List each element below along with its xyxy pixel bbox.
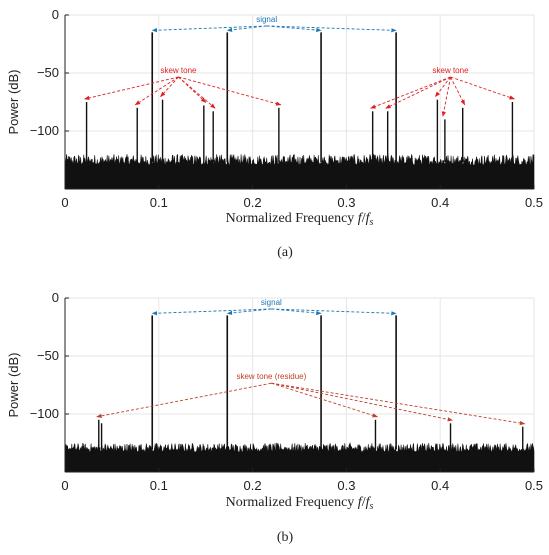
annotation-arrow <box>160 76 179 98</box>
annotation-arrow <box>151 25 267 33</box>
x-tick-label: 0.5 <box>525 195 543 210</box>
noise-floor <box>64 153 535 190</box>
annotation-arrow <box>385 76 451 109</box>
x-tick-label: 0.2 <box>244 478 262 493</box>
x-tick-label: 0.3 <box>337 478 355 493</box>
x-axis-label-slash: / <box>362 211 366 226</box>
annotation-arrow <box>178 76 282 106</box>
annotation-arrow <box>271 308 397 316</box>
x-axis-label-text: Normalized Frequency <box>226 211 358 226</box>
y-tick-label: 0 <box>52 7 59 22</box>
tick-labels: 0 0.1 0.2 0.3 0.4 0.5 0 −50 −100 <box>30 290 543 493</box>
x-axis-label-slash: / <box>362 495 366 510</box>
annotation-arrow <box>441 76 451 117</box>
annotation-label: skew tone <box>160 66 197 75</box>
x-axis-label-f: f <box>358 495 364 510</box>
y-axis-label: Power (dB) <box>6 352 21 417</box>
x-axis-label-fs-sub: s <box>369 501 373 512</box>
y-tick-label: −50 <box>37 65 59 80</box>
x-tick-label: 0.1 <box>150 478 168 493</box>
noise-floor <box>64 442 535 473</box>
y-tick-label: −100 <box>30 123 59 138</box>
annotation-label: signal <box>256 15 277 24</box>
annotation-arrow <box>151 308 272 316</box>
grid-lines <box>64 14 535 189</box>
annotation-arrow <box>435 76 451 98</box>
x-tick-label: 0.4 <box>431 478 449 493</box>
y-tick-label: −50 <box>37 348 59 363</box>
x-axis-label-fs: f <box>366 211 372 226</box>
annotation-arrow <box>266 25 322 33</box>
axes <box>64 298 534 473</box>
noise-floor-trace <box>64 153 535 190</box>
annotation-arrow <box>266 25 397 33</box>
y-tick-label: −100 <box>30 406 59 421</box>
x-tick-label: 0.4 <box>431 195 449 210</box>
x-tick-label: 0.2 <box>244 195 262 210</box>
x-axis-label-fs-sub: s <box>369 217 373 228</box>
annotations: signal skew tone (residue) <box>96 298 526 426</box>
annotation-arrow <box>370 76 451 109</box>
annotation-label: signal <box>261 298 282 307</box>
tone-lines <box>98 315 524 450</box>
panel-label: (b) <box>277 530 294 545</box>
annotation-arrow <box>271 382 454 422</box>
annotation-arrow <box>226 25 267 33</box>
annotation-arrow <box>84 76 179 100</box>
annotation-arrow <box>271 382 526 426</box>
y-tick-label: 0 <box>52 290 59 305</box>
chart-panel-a: signal skew tone skew tone 0 0.1 0.2 0.3 0.4 0.… <box>6 7 543 260</box>
annotation-arrow <box>271 308 322 316</box>
tick-labels: 0 0.1 0.2 0.3 0.4 0.5 0 −50 −100 <box>30 7 543 210</box>
annotation-arrow <box>450 76 515 100</box>
x-tick-label: 0 <box>61 195 68 210</box>
grid-lines <box>64 297 535 472</box>
x-tick-label: 0.1 <box>150 195 168 210</box>
x-tick-label: 0.5 <box>525 478 543 493</box>
axes <box>64 15 534 190</box>
annotation-arrow <box>226 308 272 316</box>
y-axis-label: Power (dB) <box>6 69 21 134</box>
tone-lines <box>85 32 514 163</box>
x-axis-label: Normalized Frequency f/fs <box>226 495 374 512</box>
annotation-label: skew tone <box>433 66 470 75</box>
panel-label: (a) <box>277 245 293 260</box>
x-tick-label: 0 <box>61 478 68 493</box>
x-axis-label-f: f <box>358 211 364 226</box>
annotation-arrow <box>134 76 179 106</box>
annotation-arrow <box>96 382 272 419</box>
annotations: signal skew tone skew tone <box>84 15 515 117</box>
annotation-arrow <box>271 382 378 418</box>
noise-floor-trace <box>64 442 535 473</box>
annotation-label: skew tone (residue) <box>236 372 306 381</box>
annotation-arrow <box>450 76 466 106</box>
annotation-arrow <box>178 76 216 109</box>
x-axis-label: Normalized Frequency f/fs <box>226 211 374 228</box>
x-tick-label: 0.3 <box>337 195 355 210</box>
x-axis-label-fs: f <box>366 495 372 510</box>
x-axis-label-text: Normalized Frequency <box>226 495 358 510</box>
